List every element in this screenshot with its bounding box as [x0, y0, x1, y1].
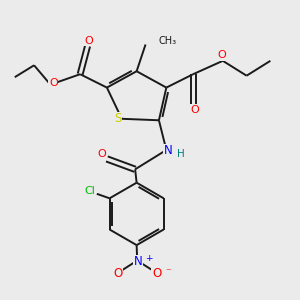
Text: N: N	[134, 255, 142, 268]
Text: N: N	[164, 144, 172, 157]
Text: ⁻: ⁻	[165, 268, 171, 278]
Text: Cl: Cl	[85, 186, 96, 196]
Text: +: +	[145, 254, 152, 263]
Text: CH₃: CH₃	[159, 36, 177, 46]
Text: O: O	[97, 148, 106, 159]
Text: O: O	[113, 267, 122, 280]
Text: O: O	[152, 267, 161, 280]
Text: H: H	[177, 148, 184, 159]
Text: O: O	[217, 50, 226, 61]
Text: S: S	[115, 112, 122, 125]
Text: O: O	[190, 105, 199, 115]
Text: O: O	[85, 36, 93, 46]
Text: O: O	[49, 78, 58, 88]
